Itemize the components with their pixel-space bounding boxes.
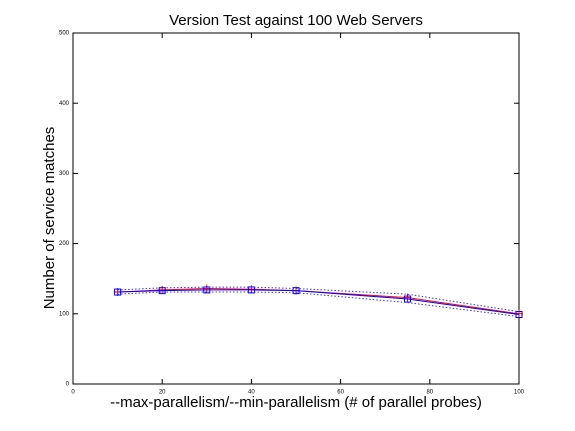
x-tick-label: 80 (426, 390, 433, 396)
y-tick-label: 0 (66, 382, 70, 388)
chart-title: Version Test against 100 Web Servers (169, 12, 423, 29)
x-tick-label: 60 (337, 390, 344, 396)
point-marker (203, 286, 211, 294)
x-tick-label: 20 (159, 390, 166, 396)
y-axis-label: Number of service matches (41, 127, 58, 310)
point-marker (114, 288, 122, 296)
series-line (117, 291, 520, 318)
point-marker (404, 295, 411, 303)
y-tick-label: 500 (59, 31, 70, 37)
y-tick-label: 400 (59, 101, 70, 107)
plot-frame (72, 32, 520, 385)
point-marker (292, 287, 300, 295)
x-axis-label: --max-parallelism/--min-parallelism (# o… (110, 394, 482, 411)
y-tick-label: 200 (59, 241, 70, 247)
point-marker (158, 287, 166, 295)
series-line (117, 289, 520, 315)
x-tick-label: 0 (71, 390, 75, 396)
y-tick-label: 300 (59, 171, 70, 177)
x-tick-label: 40 (248, 390, 255, 396)
series-line (117, 286, 520, 313)
x-tick-label: 100 (514, 390, 525, 396)
y-tick-label: 100 (59, 311, 70, 317)
